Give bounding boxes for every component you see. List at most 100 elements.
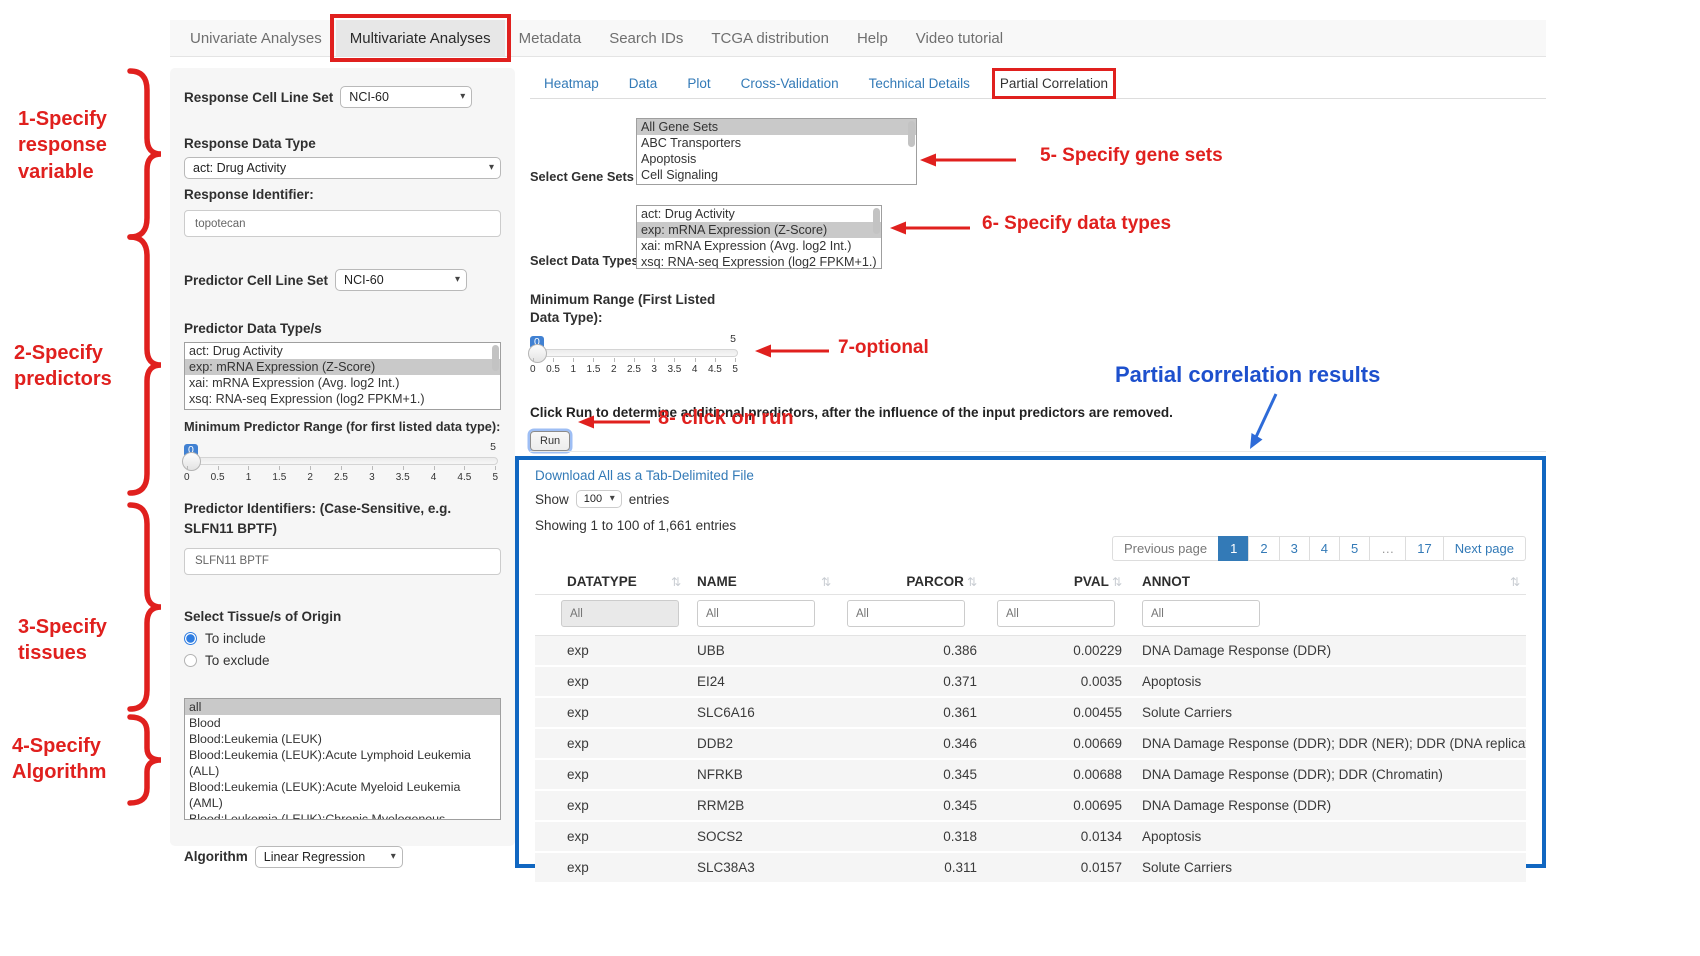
cell-pval: 0.00455: [1073, 705, 1122, 720]
tissue-listbox[interactable]: all Blood Blood:Leukemia (LEUK) Blood:Leuke…: [184, 697, 501, 820]
sort-icon[interactable]: [1510, 575, 1520, 589]
nav-item[interactable]: Metadata: [518, 29, 582, 47]
page-number-button[interactable]: 3: [1278, 536, 1310, 561]
listbox-option[interactable]: Blood:Leukemia (LEUK):Acute Lymphoid Leu…: [189, 747, 471, 778]
page-number-button[interactable]: …: [1369, 536, 1407, 561]
listbox-option[interactable]: Blood:Leukemia (LEUK):Chronic Myelogenou…: [189, 811, 446, 820]
algorithm-select[interactable]: Linear Regression: [254, 845, 403, 868]
listbox-option[interactable]: Blood:Leukemia (LEUK): [189, 731, 322, 746]
page-number-button[interactable]: 17: [1405, 536, 1444, 561]
filter-input-pval[interactable]: [997, 600, 1115, 627]
gene-sets-listbox[interactable]: All Gene Sets ABC Transporters Apoptosis Ce…: [636, 118, 917, 185]
predictor-identifiers-label: Predictor Identifiers: (Case-Sensitive, …: [184, 501, 452, 537]
cell-parcor: 0.361: [943, 705, 977, 720]
listbox-option[interactable]: act: Drug Activity: [641, 207, 735, 221]
download-link[interactable]: Download All as a Tab-Delimited File: [535, 468, 754, 483]
nav-item[interactable]: TCGA distribution: [711, 29, 829, 47]
cell-name: EI24: [697, 674, 725, 689]
column-header-datatype[interactable]: DATATYPE: [535, 569, 687, 595]
column-header-name[interactable]: NAME: [687, 569, 837, 595]
listbox-option[interactable]: All Gene Sets: [637, 119, 916, 135]
nav-item[interactable]: Video tutorial: [915, 29, 1004, 47]
slider-handle[interactable]: [182, 452, 201, 471]
slider-handle[interactable]: [528, 344, 547, 364]
nav-item[interactable]: Multivariate Analyses: [329, 14, 511, 62]
filter-input-parcor[interactable]: [847, 600, 965, 627]
predictor-data-types-listbox[interactable]: act: Drug Activity exp: mRNA Expression (…: [184, 342, 501, 410]
cell-datatype: exp: [567, 860, 589, 875]
tab[interactable]: Technical Details: [868, 75, 970, 91]
listbox-option[interactable]: exp: mRNA Expression (Z-Score): [185, 359, 500, 375]
listbox-option[interactable]: xai: mRNA Expression (Avg. log2 Int.): [641, 239, 852, 253]
run-button[interactable]: Run: [530, 431, 571, 452]
listbox-option[interactable]: xsq: RNA-seq Expression (log2 FPKM+1.): [189, 392, 425, 406]
tab[interactable]: Plot: [687, 75, 711, 91]
page-number-button[interactable]: 2: [1248, 536, 1280, 561]
next-page-button[interactable]: Next page: [1442, 536, 1526, 561]
radio-checked-icon[interactable]: [184, 631, 197, 645]
listbox-option[interactable]: Cell Signaling: [641, 168, 719, 182]
min-range-label: Minimum Range (First Listed Data Type):: [530, 292, 716, 326]
response-data-type-select[interactable]: act: Drug Activity: [184, 157, 501, 179]
page-number-button[interactable]: 1: [1218, 536, 1250, 561]
table-row: exp SLC38A3 0.311 0.0157 Solute Carriers: [535, 852, 1526, 883]
data-types-listbox[interactable]: act: Drug Activity exp: mRNA Expression (…: [636, 205, 882, 269]
filter-input-datatype[interactable]: [561, 600, 679, 627]
cell-pval: 0.00669: [1073, 736, 1122, 751]
slider-tick-label: 5: [492, 466, 498, 483]
page-number-button[interactable]: 5: [1339, 536, 1371, 561]
column-header-annot[interactable]: ANNOT: [1132, 569, 1526, 595]
slider-track[interactable]: [182, 452, 498, 471]
tab[interactable]: Cross-Validation: [740, 75, 839, 91]
listbox-option[interactable]: act: Drug Activity: [189, 344, 283, 358]
slider-tick-label: 1.5: [586, 358, 601, 376]
sort-icon[interactable]: [821, 575, 831, 589]
scrollbar-thumb[interactable]: [873, 208, 880, 234]
filter-input-name[interactable]: [697, 600, 815, 627]
tissue-include-radio-row[interactable]: To include: [184, 631, 501, 646]
min-range-slider[interactable]: 0 5 0 0.5 1 1.5 2 2.5 3 3.5 4 4.5 5: [528, 332, 738, 376]
listbox-option[interactable]: exp: mRNA Expression (Z-Score): [637, 222, 881, 238]
sort-icon[interactable]: [671, 575, 681, 589]
slider-tick-label: 0.5: [546, 358, 560, 376]
predictor-identifiers-input[interactable]: [184, 547, 501, 575]
radio-unchecked-icon[interactable]: [184, 653, 197, 667]
nav-item[interactable]: Search IDs: [609, 29, 684, 47]
annotation-step7: 7-optional: [838, 337, 929, 358]
listbox-option[interactable]: xsq: RNA-seq Expression (log2 FPKM+1.): [641, 255, 877, 269]
cell-name: DDB2: [697, 736, 734, 751]
slider-tick-label: 0: [530, 358, 536, 376]
column-header-pval[interactable]: PVAL: [987, 569, 1132, 595]
tab[interactable]: Heatmap: [544, 75, 599, 91]
predictor-min-range-slider[interactable]: 0 5 0 0.5 1 1.5 2 2.5 3 3.5 4 4.5 5: [182, 440, 498, 483]
tissue-exclude-radio-row[interactable]: To exclude: [184, 653, 501, 668]
listbox-option[interactable]: ABC Transporters: [641, 136, 742, 150]
page-number-button[interactable]: 4: [1308, 536, 1341, 561]
column-header-parcor[interactable]: PARCOR: [837, 569, 987, 595]
slider-track[interactable]: [528, 344, 738, 364]
listbox-option[interactable]: Blood:Leukemia (LEUK):Acute Myeloid Leuk…: [189, 779, 461, 810]
cell-datatype: exp: [567, 674, 589, 689]
nav-item[interactable]: Univariate Analyses: [190, 29, 322, 47]
nav-item[interactable]: Help: [856, 29, 888, 47]
listbox-option[interactable]: Blood: [189, 715, 221, 730]
filter-input-annot[interactable]: [1142, 600, 1260, 627]
response-cell-line-select[interactable]: NCI-60: [340, 86, 473, 108]
slider-tick-label: 3.5: [667, 358, 682, 376]
listbox-option[interactable]: Apoptosis: [641, 152, 697, 166]
slider-tick-label: 1.5: [272, 466, 287, 483]
tab[interactable]: Data: [628, 75, 658, 91]
listbox-option[interactable]: all: [185, 698, 500, 715]
predictor-cell-line-select[interactable]: NCI-60: [335, 269, 468, 291]
showing-entries-text: Showing 1 to 100 of 1,661 entries: [535, 518, 737, 533]
page-size-select[interactable]: 100: [575, 490, 622, 508]
annotation-step4: 4-Specify Algorithm: [12, 735, 107, 784]
scrollbar-thumb[interactable]: [492, 345, 499, 371]
scrollbar-thumb[interactable]: [908, 121, 915, 147]
response-identifier-input[interactable]: [184, 210, 501, 237]
listbox-option[interactable]: xai: mRNA Expression (Avg. log2 Int.): [189, 376, 400, 390]
tab[interactable]: Partial Correlation: [991, 67, 1116, 99]
previous-page-button[interactable]: Previous page: [1111, 536, 1220, 561]
sort-icon[interactable]: [1112, 575, 1122, 589]
sort-icon[interactable]: [967, 575, 977, 589]
